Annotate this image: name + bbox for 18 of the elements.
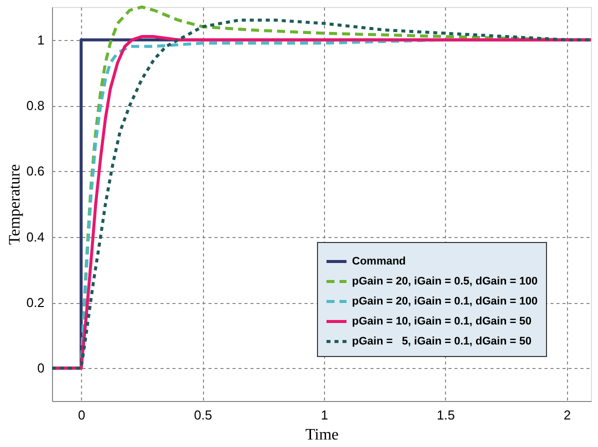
x-tick-label: 1.5 — [436, 408, 455, 422]
legend-label: pGain = 20, iGain = 0.1, dGain = 100 — [352, 296, 538, 308]
x-tick-label: 2 — [564, 408, 571, 422]
y-tick-label: 0.8 — [26, 98, 44, 113]
legend-label: Command — [352, 256, 406, 268]
legend-label: pGain = 5, iGain = 0.1, dGain = 50 — [352, 336, 532, 348]
y-tick-label: 0.2 — [26, 295, 44, 310]
y-tick-label: 0 — [37, 360, 44, 376]
legend-label: pGain = 10, iGain = 0.1, dGain = 50 — [352, 316, 532, 328]
x-tick-label: 0 — [78, 408, 86, 422]
x-tick-label: 0.5 — [194, 408, 212, 422]
y-tick-label: 0.6 — [26, 164, 44, 179]
x-axis-title: Time — [305, 426, 339, 444]
y-tick-label: 0.4 — [26, 229, 44, 244]
x-tick-label: 1 — [320, 408, 328, 422]
y-tick-label: 1 — [37, 32, 44, 48]
legend-label: pGain = 20, iGain = 0.5, dGain = 100 — [352, 276, 538, 288]
y-axis-title: Temperature — [6, 164, 24, 245]
